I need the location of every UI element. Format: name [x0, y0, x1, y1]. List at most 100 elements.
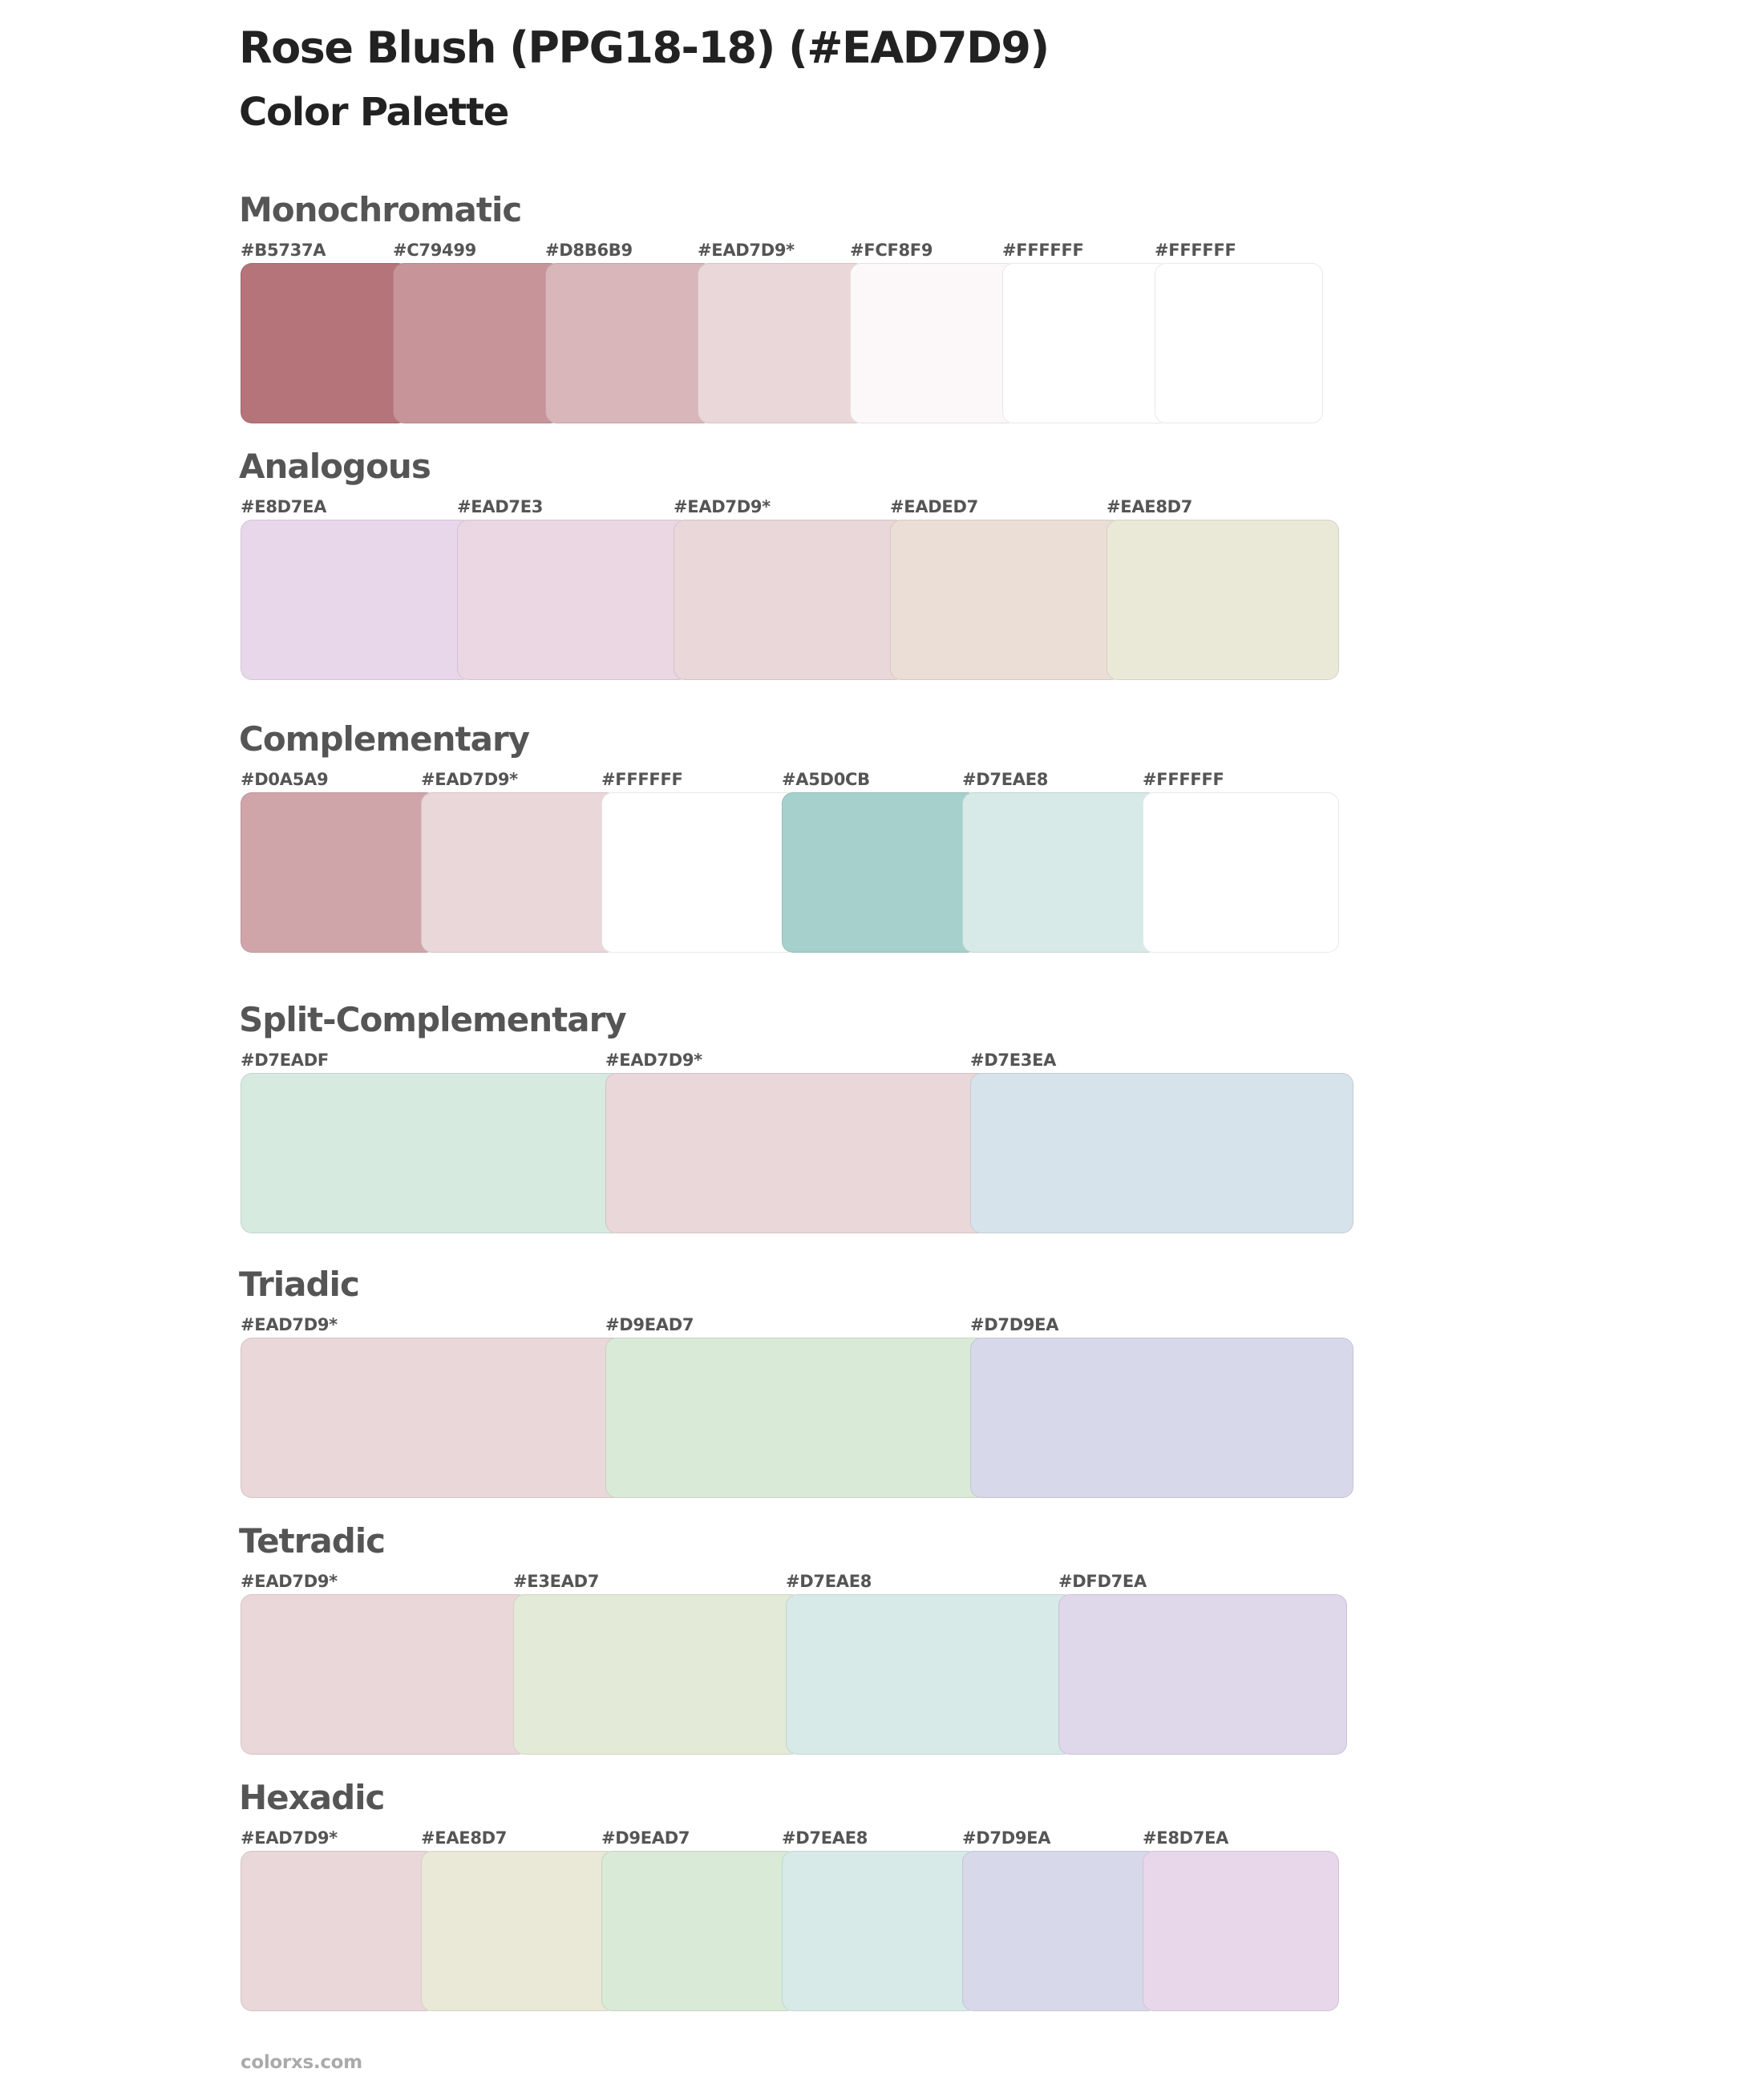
swatch-hex-label: #A5D0CB: [782, 770, 870, 789]
palette-section-monochromatic: Monochromatic #B5737A #C79499 #D8B6B9 #EAD7D…: [239, 190, 1363, 439]
color-swatch[interactable]: [393, 263, 561, 423]
color-swatch[interactable]: [601, 792, 798, 953]
swatch-item: #FFFFFF: [601, 770, 798, 954]
color-swatch[interactable]: [241, 1338, 624, 1498]
color-swatch[interactable]: [513, 1594, 802, 1755]
color-swatch[interactable]: [241, 792, 437, 953]
swatch-item: #D7EADF: [241, 1051, 624, 1235]
color-swatch[interactable]: [674, 520, 906, 680]
section-heading: Tetradic: [239, 1521, 386, 1561]
page-subtitle: Color Palette: [239, 90, 509, 135]
section-heading: Split-Complementary: [239, 1000, 627, 1039]
section-heading: Complementary: [239, 719, 530, 759]
color-swatch[interactable]: [970, 1338, 1353, 1498]
color-swatch[interactable]: [1002, 263, 1171, 423]
swatch-item: #D9EAD7: [601, 1828, 798, 2013]
swatch-item: #EAD7D9*: [674, 497, 906, 682]
color-swatch[interactable]: [698, 263, 866, 423]
color-swatch[interactable]: [605, 1073, 989, 1233]
color-swatch[interactable]: [241, 1594, 529, 1755]
color-swatch[interactable]: [1058, 1594, 1347, 1755]
swatch-item: #E3EAD7: [513, 1572, 802, 1756]
swatch-hex-label: #EAE8D7: [421, 1828, 508, 1848]
swatch-item: #D7EAE8: [782, 1828, 978, 2013]
swatch-item: #FFFFFF: [1002, 241, 1171, 425]
swatch-hex-label: #EAD7D9*: [241, 1572, 338, 1591]
color-swatch[interactable]: [421, 792, 617, 953]
swatch-hex-label: #B5737A: [241, 241, 326, 260]
swatch-item: #FCF8F9: [850, 241, 1018, 425]
color-swatch[interactable]: [962, 792, 1159, 953]
swatch-hex-label: #EAD7D9*: [241, 1315, 338, 1334]
swatch-hex-label: #EAD7E3: [457, 497, 544, 516]
swatch-item: #D8B6B9: [545, 241, 714, 425]
swatch-item: #FFFFFF: [1155, 241, 1323, 425]
color-swatch[interactable]: [1107, 520, 1339, 680]
swatch-item: #B5737A: [241, 241, 409, 425]
color-swatch[interactable]: [786, 1594, 1074, 1755]
color-swatch[interactable]: [890, 520, 1123, 680]
swatch-hex-label: #D9EAD7: [605, 1315, 694, 1334]
swatch-hex-label: #D7D9EA: [970, 1315, 1059, 1334]
swatch-item: #EAE8D7: [1107, 497, 1339, 682]
color-swatch[interactable]: [601, 1851, 798, 2011]
swatch-item: #EAD7E3: [457, 497, 690, 682]
swatch-hex-label: #D9EAD7: [601, 1828, 690, 1848]
section-heading: Hexadic: [239, 1778, 385, 1817]
color-swatch[interactable]: [970, 1073, 1353, 1233]
section-heading: Triadic: [239, 1265, 360, 1304]
swatch-hex-label: #D8B6B9: [545, 241, 633, 260]
color-swatch[interactable]: [457, 520, 690, 680]
color-swatch[interactable]: [782, 792, 978, 953]
color-swatch[interactable]: [1143, 1851, 1339, 2011]
color-swatch[interactable]: [850, 263, 1018, 423]
swatch-item: #FFFFFF: [1143, 770, 1339, 954]
swatch-item: #EAD7D9*: [241, 1828, 437, 2013]
color-swatch[interactable]: [545, 263, 714, 423]
color-swatch[interactable]: [241, 520, 473, 680]
swatch-item: #DFD7EA: [1058, 1572, 1347, 1756]
palette-section-tetradic: Tetradic #EAD7D9* #E3EAD7 #D7EAE8 #DFD7EA: [239, 1521, 1363, 1771]
swatch-item: #E8D7EA: [1143, 1828, 1339, 2013]
swatch-item: #EAD7D9*: [698, 241, 866, 425]
swatch-hex-label: #EADED7: [890, 497, 978, 516]
swatch-hex-label: #D7D9EA: [962, 1828, 1051, 1848]
color-swatch[interactable]: [421, 1851, 617, 2011]
swatch-item: #A5D0CB: [782, 770, 978, 954]
swatch-item: #EADED7: [890, 497, 1123, 682]
color-swatch[interactable]: [241, 1073, 624, 1233]
page-title: Rose Blush (PPG18-18) (#EAD7D9): [239, 22, 1050, 73]
swatch-item: #EAD7D9*: [241, 1315, 624, 1500]
swatch-item: #D0A5A9: [241, 770, 437, 954]
swatch-item: #D7EAE8: [962, 770, 1159, 954]
color-swatch[interactable]: [782, 1851, 978, 2011]
color-swatch[interactable]: [241, 1851, 437, 2011]
color-swatch[interactable]: [1155, 263, 1323, 423]
swatch-item: #D7D9EA: [970, 1315, 1353, 1500]
section-heading: Analogous: [239, 447, 431, 486]
swatch-hex-label: #E8D7EA: [1143, 1828, 1229, 1848]
color-swatch[interactable]: [1143, 792, 1339, 953]
swatch-item: #EAE8D7: [421, 1828, 617, 2013]
swatch-item: #D9EAD7: [605, 1315, 989, 1500]
swatch-hex-label: #EAD7D9*: [698, 241, 795, 260]
swatch-hex-label: #D7EADF: [241, 1051, 329, 1070]
swatch-hex-label: #FFFFFF: [1143, 770, 1224, 789]
swatch-item: #EAD7D9*: [421, 770, 617, 954]
swatch-hex-label: #D0A5A9: [241, 770, 329, 789]
color-swatch[interactable]: [241, 263, 409, 423]
swatch-hex-label: #DFD7EA: [1058, 1572, 1147, 1591]
swatch-item: #EAD7D9*: [605, 1051, 989, 1235]
color-swatch[interactable]: [962, 1851, 1159, 2011]
swatch-hex-label: #FCF8F9: [850, 241, 933, 260]
palette-section-hexadic: Hexadic #EAD7D9* #EAE8D7 #D9EAD7 #D7EAE8 #D7D…: [239, 1778, 1363, 2027]
swatch-hex-label: #D7EAE8: [786, 1572, 872, 1591]
swatch-item: #D7EAE8: [786, 1572, 1074, 1756]
footer-site-name[interactable]: colorxs.com: [241, 2052, 362, 2073]
palette-section-triadic: Triadic #EAD7D9* #D9EAD7 #D7D9EA: [239, 1265, 1363, 1514]
swatch-item: #D7D9EA: [962, 1828, 1159, 2013]
swatch-hex-label: #FFFFFF: [1002, 241, 1084, 260]
palette-section-complementary: Complementary #D0A5A9 #EAD7D9* #FFFFFF #A5D0…: [239, 719, 1363, 969]
color-swatch[interactable]: [605, 1338, 989, 1498]
swatch-item: #D7E3EA: [970, 1051, 1353, 1235]
